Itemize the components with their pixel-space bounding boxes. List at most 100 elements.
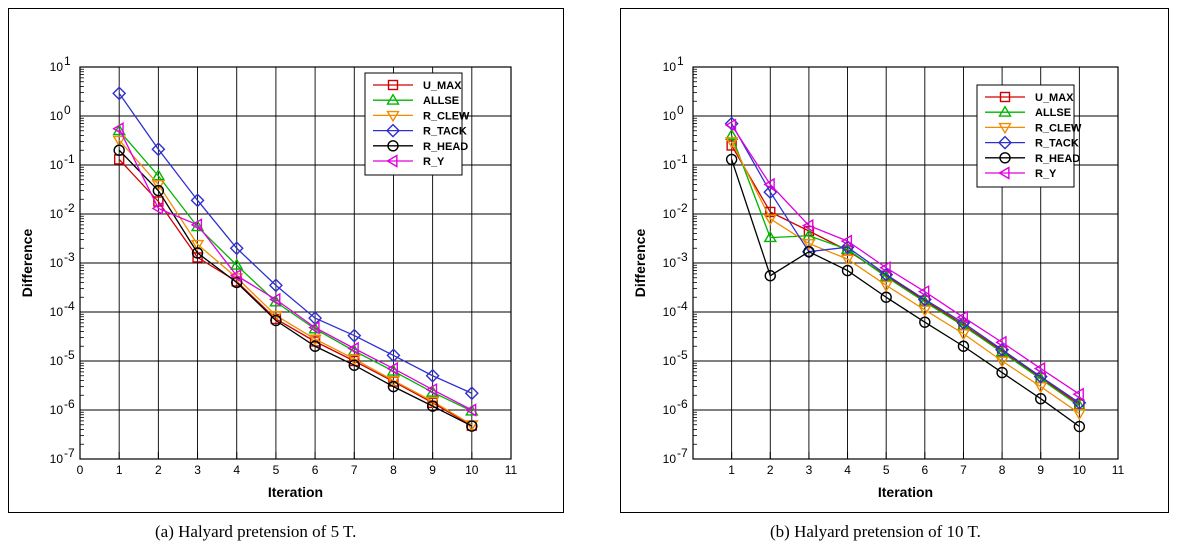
y-tick-label: 10	[663, 109, 677, 123]
data-point-r-y	[724, 118, 737, 132]
data-point-r-y	[464, 403, 477, 417]
y-tick-label: 10	[50, 109, 64, 123]
legend-item-allse: ALLSE	[985, 105, 1071, 119]
legend-marker	[998, 105, 1012, 117]
y-axis-label-a: Difference	[19, 229, 35, 298]
data-point-r-head	[309, 340, 321, 352]
y-tick-label: 10	[663, 452, 677, 466]
y-tick-label: 10	[663, 60, 677, 74]
data-point-r-head	[426, 400, 439, 412]
x-tick-label: 6	[921, 463, 928, 477]
legend-item-u-max: U_MAX	[373, 79, 462, 92]
x-tick-label: 3	[194, 463, 201, 477]
x-tick-label: 9	[1037, 463, 1044, 477]
x-axis-label-b: Iteration	[878, 484, 933, 500]
legend-label: R_Y	[1035, 168, 1057, 180]
y-tick-label: 10	[50, 452, 64, 466]
x-tick-label: 10	[465, 463, 479, 477]
legend-label: ALLSE	[1035, 107, 1071, 119]
data-point-r-head	[113, 144, 125, 156]
y-tick-label: 10	[50, 354, 64, 368]
x-axis-label-a: Iteration	[268, 484, 323, 500]
data-point-r-tack	[1072, 395, 1087, 410]
data-point-r-tack	[229, 241, 244, 256]
data-point-r-tack	[425, 368, 440, 383]
y-tick-exponent: -6	[677, 397, 688, 411]
legend-marker	[387, 79, 399, 91]
axis-ticks-b	[692, 66, 1119, 460]
caption-a: (a) Halyard pretension of 5 T.	[155, 522, 357, 541]
legend-item-r-tack: R_TACK	[373, 123, 467, 138]
data-point-r-head	[466, 420, 478, 432]
x-tick-label: 2	[155, 463, 162, 477]
data-point-u-max	[726, 140, 737, 151]
series-line-r-tack	[118, 92, 473, 394]
y-tick-label: 10	[50, 256, 64, 270]
x-tick-label: 7	[351, 463, 358, 477]
x-tick-label: 11	[505, 463, 518, 477]
data-point-allse	[763, 230, 777, 243]
y-tick-label: 10	[50, 207, 64, 221]
y-tick-label: 10	[663, 158, 677, 172]
data-point-r-clew	[308, 334, 322, 346]
plot-area-b	[692, 66, 1119, 460]
y-tick-label: 10	[663, 305, 677, 319]
data-point-r-y	[995, 335, 1007, 350]
data-point-r-head	[841, 264, 854, 277]
data-point-r-tack	[386, 348, 401, 363]
legend-marker	[386, 93, 400, 105]
legend-item-allse: ALLSE	[373, 93, 459, 107]
data-point-r-tack	[347, 328, 362, 343]
y-tick-exponent: -7	[677, 446, 688, 460]
series-u-max-a	[113, 154, 478, 431]
data-point-r-clew	[190, 239, 205, 252]
data-point-u-max	[765, 206, 776, 218]
legend-label: R_HEAD	[423, 141, 468, 153]
legend-marker	[998, 135, 1012, 150]
y-tick-exponent: 0	[677, 103, 684, 117]
legend-label: U_MAX	[1035, 92, 1074, 104]
data-point-r-tack	[464, 386, 479, 401]
y-tick-exponent: -7	[64, 446, 75, 460]
y-tick-exponent: -5	[64, 348, 75, 362]
legend-marker	[386, 154, 398, 168]
legend-item-u-max: U_MAX	[985, 91, 1074, 104]
series-line-r-tack	[731, 123, 1080, 404]
data-point-allse	[308, 322, 322, 334]
data-point-r-clew	[802, 238, 816, 251]
y-tick-label: 10	[663, 207, 677, 221]
plot-area-a	[79, 66, 512, 460]
legend-label: U_MAX	[423, 80, 462, 92]
legend-marker	[387, 140, 399, 152]
legend-marker	[386, 123, 400, 138]
y-tick-exponent: -1	[677, 152, 688, 166]
y-tick-exponent: 1	[677, 54, 684, 68]
legend-b: U_MAX ALLSE R_CLEW R_TACK R_HEAD R_Y	[976, 84, 1082, 188]
legend-item-r-clew: R_CLEW	[373, 110, 470, 122]
legend-box	[364, 72, 463, 176]
data-point-allse	[230, 258, 244, 270]
legend-label: R_CLEW	[423, 110, 470, 122]
data-point-r-y	[956, 310, 969, 325]
data-point-r-head	[764, 270, 776, 282]
data-point-r-y	[1033, 361, 1046, 376]
chart-frame-a	[8, 8, 564, 513]
series-line-u-max	[118, 158, 473, 427]
data-point-r-clew	[386, 375, 401, 388]
chart-panel-b: 1 2 3 4 5 6 7 8 9 10 11 10 -7 10 -6 10 -5 10 -4 10 -3 10 -2 10-…	[620, 8, 1169, 513]
x-tick-labels-a: 0 1 2 3 4 5 6 7 8 9 10 11	[77, 463, 518, 477]
series-line-r-clew	[118, 139, 473, 426]
series-r-y-a	[112, 121, 477, 417]
data-point-r-clew	[956, 329, 971, 341]
y-tick-exponent: 0	[64, 103, 71, 117]
chart-panel-a: 0 1 2 3 4 5 6 7 8 9 10 11 10 -7 10 -6 10 -5 10 -4 10 -3 10 -2 10…	[8, 8, 564, 513]
data-point-r-y	[386, 361, 399, 376]
data-point-r-head	[725, 153, 738, 166]
x-tick-label: 9	[429, 463, 436, 477]
legend-item-r-clew: R_CLEW	[985, 122, 1082, 134]
x-tick-label: 5	[273, 463, 280, 477]
data-point-r-y	[763, 177, 775, 192]
y-axis-label-b: Difference	[632, 229, 648, 298]
y-tick-exponent: -3	[677, 250, 688, 264]
